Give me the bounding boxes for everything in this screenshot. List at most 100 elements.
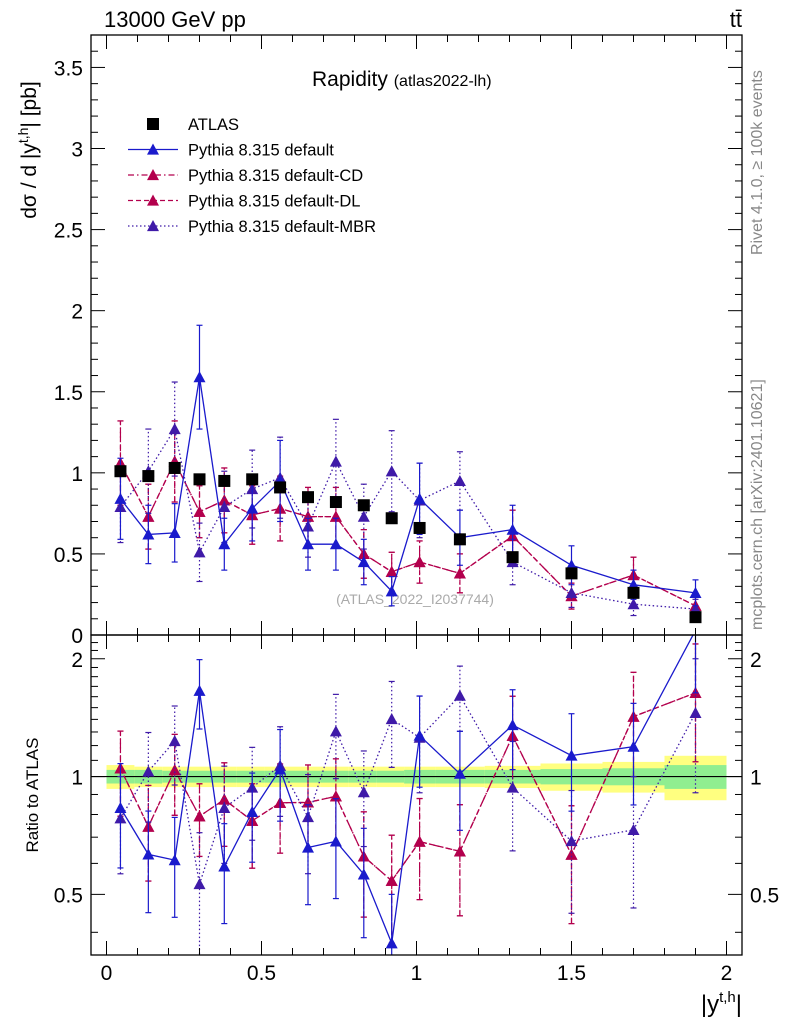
ratio-point (357, 868, 370, 880)
ratio-point (114, 801, 127, 813)
ratio-point (168, 734, 181, 747)
ratio-point (565, 848, 578, 860)
y-tick-label: 2.5 (54, 220, 83, 243)
ratio-point (627, 740, 640, 752)
series-line-1 (119, 377, 696, 594)
x-tick-label: 1 (411, 962, 423, 985)
atlas-point (246, 473, 259, 486)
data-point (142, 528, 155, 540)
ratio-point (218, 801, 231, 814)
atlas-point (453, 533, 466, 546)
plot-title: Rapidity (atlas2022-lh) (312, 68, 492, 91)
ratio-point (329, 835, 342, 847)
data-point (329, 455, 342, 467)
data-point (168, 526, 181, 538)
data-point (218, 500, 231, 512)
ratio-point (246, 805, 259, 817)
x-axis-title: |yt,h| (701, 989, 742, 1018)
x-tick-label: 0 (101, 962, 113, 985)
legend-marker-atlas (147, 118, 159, 130)
ratio-point (218, 860, 231, 872)
y-tick-label: 1 (71, 463, 83, 486)
y-tick-label: 3 (71, 139, 83, 162)
legend-label: Pythia 8.315 default-DL (188, 193, 360, 211)
atlas-point (413, 521, 426, 534)
series-line-2 (119, 459, 696, 607)
y-tick-label: 2 (71, 301, 83, 324)
ratio-point (193, 684, 206, 696)
x-tick-label: 2 (721, 962, 733, 985)
data-point (453, 567, 466, 579)
data-point (627, 598, 640, 610)
ratio-point (142, 765, 155, 777)
y-tick-label: 1.5 (54, 382, 83, 405)
data-point (193, 505, 206, 517)
data-point (565, 586, 578, 598)
ratio-point (627, 823, 640, 835)
ratio-point (413, 835, 426, 847)
atlas-point (627, 586, 640, 599)
ratio-point (413, 729, 426, 741)
ratio-point (385, 713, 398, 725)
mcplots-label: mcplots.cern.ch [arXiv:2401.10621] (749, 379, 766, 630)
atlas-point (193, 473, 206, 486)
data-point (302, 538, 314, 550)
ratio-y-tick-label-right: 2 (750, 649, 762, 672)
legend-label: Pythia 8.315 default-MBR (188, 218, 376, 236)
data-point (218, 494, 231, 506)
ratio-point (142, 848, 155, 860)
ratio-point (453, 845, 466, 857)
beam-label: 13000 GeV pp (104, 7, 246, 32)
data-point (357, 510, 370, 522)
ratio-point (689, 706, 702, 718)
atlas-point (565, 567, 578, 580)
ratio-point (302, 841, 314, 853)
atlas-point (142, 470, 155, 483)
x-tick-label: 0.5 (247, 962, 276, 985)
ratio-point (357, 786, 370, 798)
rivet-version-label: Rivet 4.1.0, ≥ 100k events (749, 70, 766, 255)
data-point (689, 586, 702, 598)
y-axis-title: dσ / d |yt,h| [pb] (15, 81, 41, 219)
ratio-y-tick-label-right: 1 (750, 767, 762, 790)
data-point (329, 510, 342, 522)
legend-label: Pythia 8.315 default-CD (188, 167, 363, 185)
legend-label: ATLAS (188, 116, 239, 134)
ratio-point (565, 749, 578, 761)
data-point (413, 492, 426, 504)
data-point (385, 565, 398, 577)
legend-marker (147, 194, 159, 206)
data-point (413, 556, 426, 568)
analysis-id-label: (ATLAS_2022_I2037744) (336, 591, 494, 607)
ratio-point (168, 854, 181, 866)
axes: 00.511.522.533.50.5 0.51 12 20 0.5 1 1.5 2 (54, 34, 779, 985)
atlas-point (506, 551, 519, 564)
ratio-point (453, 689, 466, 701)
ratio-y-axis-title: Ratio to ATLAS (23, 738, 42, 853)
ratio-y-tick-label: 2 (71, 649, 83, 672)
legend-marker (147, 143, 159, 155)
main-plot (114, 324, 702, 624)
series-line-3 (119, 459, 696, 607)
y-tick-label: 0 (71, 625, 83, 648)
ratio-point (385, 937, 398, 949)
atlas-point (329, 496, 342, 509)
atlas-point (218, 474, 231, 487)
atlas-point (302, 491, 314, 504)
ratio-point (168, 764, 181, 776)
ratio-point (193, 810, 206, 822)
ratio-y-tick-label: 1 (71, 767, 83, 790)
ratio-point (385, 874, 398, 886)
data-point (168, 423, 181, 435)
atlas-point (689, 611, 702, 624)
data-point (114, 492, 127, 504)
data-point (357, 556, 370, 568)
data-point (193, 371, 206, 383)
atlas-point (114, 465, 127, 478)
process-label: tt̄ (730, 7, 742, 32)
atlas-point (385, 512, 398, 525)
series-line-4 (119, 427, 696, 610)
data-point (506, 523, 519, 535)
ratio-point (506, 719, 519, 731)
